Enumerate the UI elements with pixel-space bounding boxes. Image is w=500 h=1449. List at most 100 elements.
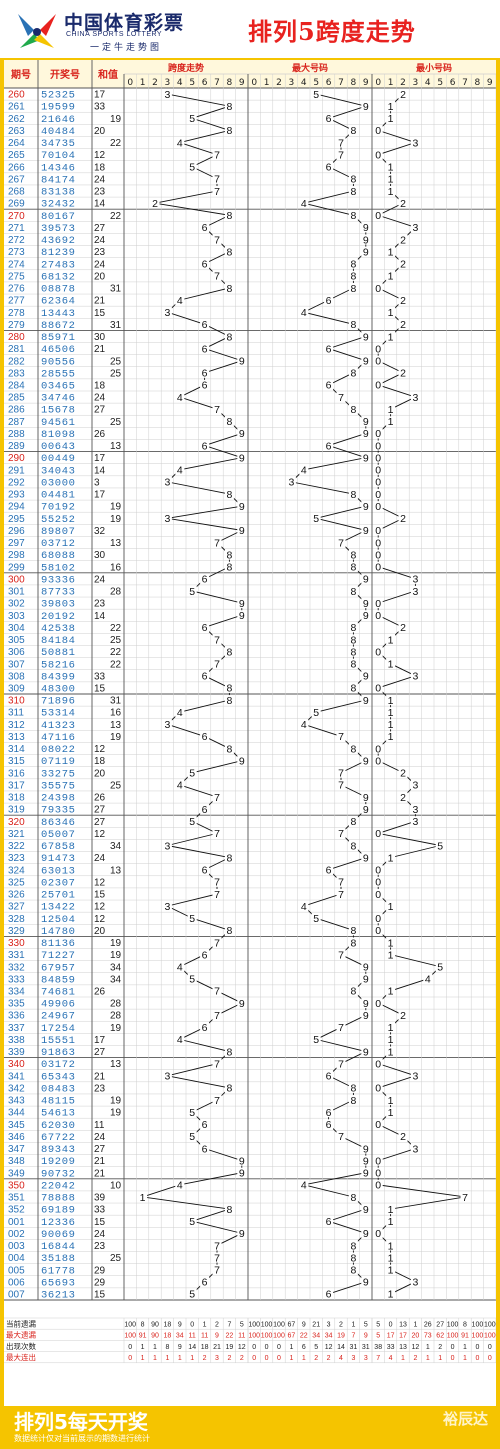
max-mark-bg xyxy=(324,1070,334,1081)
span-mark-bg xyxy=(237,1228,247,1239)
min-mark: 0 xyxy=(375,646,381,658)
span-mark-bg xyxy=(212,186,222,197)
min-mark: 2 xyxy=(400,319,406,331)
sum-value: 14 xyxy=(94,465,106,476)
sum-value: 14 xyxy=(94,611,106,622)
max-mark-bg xyxy=(286,476,296,487)
max-stat-value: 6 xyxy=(302,1344,306,1351)
min-mark: 1 xyxy=(388,174,394,186)
stats-label: 出现次数 xyxy=(6,1341,36,1351)
max-mark: 8 xyxy=(350,210,356,222)
span-mark-bg xyxy=(224,1046,234,1057)
span-mark-bg xyxy=(212,404,222,415)
min-mark-bg xyxy=(386,307,396,318)
issue-number: 262 xyxy=(8,114,25,125)
max-mark-bg xyxy=(348,1095,358,1106)
draw-number: 94561 xyxy=(41,417,76,429)
brand-name: 中国体育彩票 xyxy=(64,12,185,34)
max-mark-bg xyxy=(336,779,346,790)
draw-number: 33275 xyxy=(41,768,76,780)
min-mark: 3 xyxy=(412,780,418,792)
max-mark: 3 xyxy=(288,477,294,489)
max-mark-bg xyxy=(311,89,321,100)
max-mark-bg xyxy=(361,1046,371,1057)
footer-brand: 裕辰达 xyxy=(442,1410,488,1428)
draw-number: 34043 xyxy=(41,465,76,477)
span-mark: 9 xyxy=(239,428,245,440)
draw-number: 07119 xyxy=(41,756,76,768)
max-stat-value: 100 xyxy=(261,1333,273,1340)
sum-value: 31 xyxy=(110,320,122,331)
min-stat-value: 2 xyxy=(413,1355,417,1362)
max-mark-bg xyxy=(311,513,321,524)
max-mark: 8 xyxy=(350,549,356,561)
max-stat-value: 0 xyxy=(265,1344,269,1351)
max-mark: 4 xyxy=(301,465,307,477)
max-stat-value: 9 xyxy=(364,1333,368,1340)
digit-header: 0 xyxy=(251,78,257,88)
max-stat-value: 31 xyxy=(362,1344,370,1351)
min-mark: 0 xyxy=(375,356,381,368)
draw-number: 42538 xyxy=(41,623,76,635)
max-mark-bg xyxy=(348,549,358,560)
span-trend-line xyxy=(142,93,244,1295)
min-mark: 0 xyxy=(375,1168,381,1180)
min-mark-bg xyxy=(386,949,396,960)
max-mark: 8 xyxy=(350,622,356,634)
max-mark: 8 xyxy=(350,1192,356,1204)
max-mark-bg xyxy=(324,113,334,124)
issue-number: 301 xyxy=(8,587,25,598)
min-mark: 0 xyxy=(375,477,381,489)
min-mark: 1 xyxy=(388,695,394,707)
max-mark-bg xyxy=(324,161,334,172)
min-mark-bg xyxy=(386,101,396,112)
span-mark-bg xyxy=(237,355,247,366)
min-mark: 2 xyxy=(400,1010,406,1022)
min-stat-value: 0 xyxy=(451,1344,455,1351)
min-mark-bg xyxy=(373,1228,383,1239)
issue-number: 346 xyxy=(8,1132,25,1143)
min-stat-value: 0 xyxy=(488,1355,492,1362)
span-mark-bg xyxy=(200,258,210,269)
max-mark-bg xyxy=(361,998,371,1009)
span-mark-bg xyxy=(212,937,222,948)
span-mark: 5 xyxy=(189,768,195,780)
span-stat-value: 2 xyxy=(203,1355,207,1362)
min-mark-bg xyxy=(410,1143,420,1154)
max-mark-bg xyxy=(361,1143,371,1154)
sum-value: 13 xyxy=(110,1059,122,1070)
min-mark: 3 xyxy=(412,1277,418,1289)
max-stat-value: 0 xyxy=(277,1344,281,1351)
min-mark-bg xyxy=(373,1155,383,1166)
max-mark: 9 xyxy=(363,598,369,610)
issue-number: 274 xyxy=(8,259,25,270)
max-mark: 8 xyxy=(350,986,356,998)
span-mark: 6 xyxy=(202,949,208,961)
draw-number: 35575 xyxy=(41,780,76,792)
min-mark-bg xyxy=(386,1022,396,1033)
span-mark: 6 xyxy=(202,343,208,355)
max-mark: 8 xyxy=(350,271,356,283)
draw-number: 04481 xyxy=(41,490,76,502)
min-mark-bg xyxy=(386,246,396,257)
issue-number: 281 xyxy=(8,344,25,355)
span-mark-bg xyxy=(175,137,185,148)
issue-number: 320 xyxy=(8,817,25,828)
span-mark-bg xyxy=(224,852,234,863)
issue-number: 286 xyxy=(8,405,25,416)
max-mark-bg xyxy=(361,501,371,512)
min-mark: 0 xyxy=(375,465,381,477)
max-mark-bg xyxy=(324,1119,334,1130)
span-stat-value: 2 xyxy=(215,1322,219,1329)
span-mark: 8 xyxy=(226,646,232,658)
draw-number: 65693 xyxy=(41,1277,76,1289)
draw-number: 90556 xyxy=(41,356,76,368)
min-mark: 1 xyxy=(388,1216,394,1228)
issue-number: 264 xyxy=(8,138,25,149)
span-mark-bg xyxy=(162,476,172,487)
draw-number: 81239 xyxy=(41,247,76,259)
issue-number: 299 xyxy=(8,562,25,573)
issue-number: 341 xyxy=(8,1071,25,1082)
min-mark-bg xyxy=(423,973,433,984)
max-mark: 8 xyxy=(350,368,356,380)
